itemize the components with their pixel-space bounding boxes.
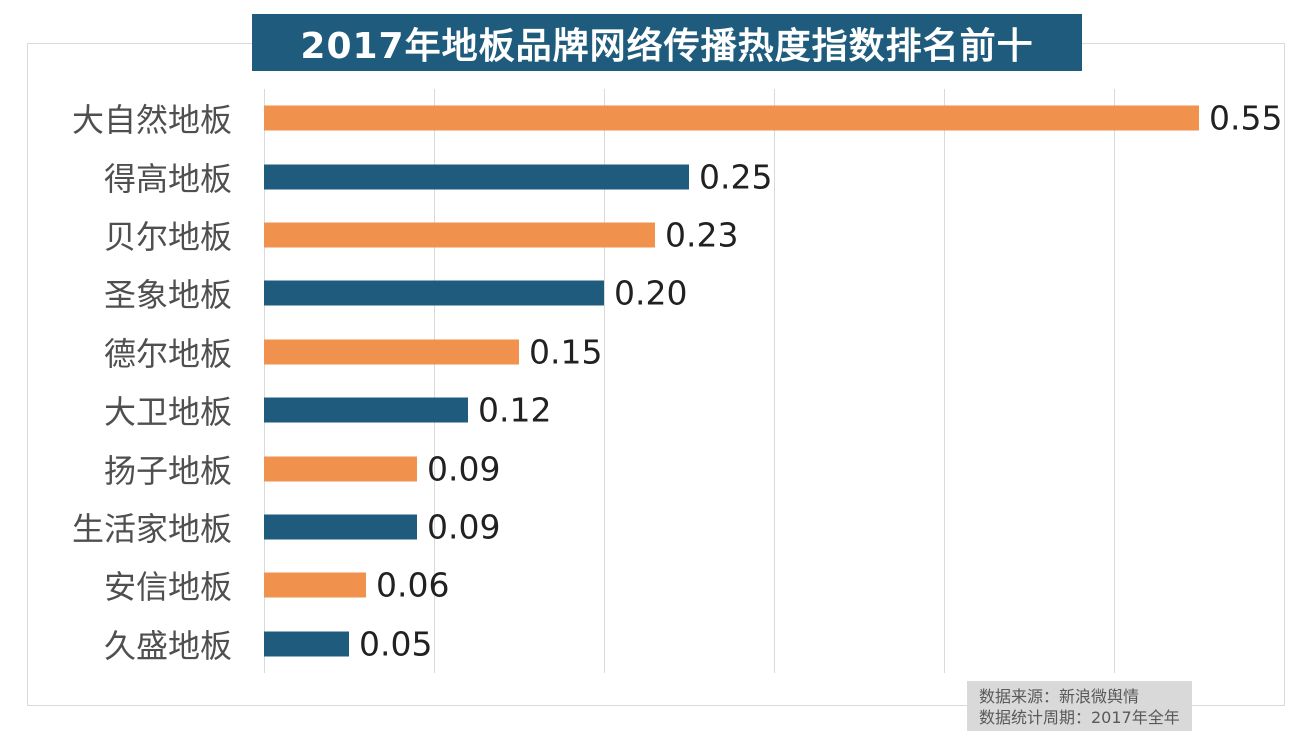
category-label: 大卫地板 — [103, 393, 232, 432]
value-label: 0.06 — [376, 565, 450, 605]
chart-title: 2017年地板品牌网络传播热度指数排名前十 — [300, 25, 1034, 67]
bar-row: 得高地板 0.25 — [0, 147, 1314, 205]
category-label: 贝尔地板 — [103, 217, 232, 256]
bar — [264, 164, 689, 190]
bar-row: 大卫地板 0.12 — [0, 381, 1314, 439]
bar-row: 贝尔地板 0.23 — [0, 206, 1314, 264]
bar-row: 圣象地板 0.20 — [0, 264, 1314, 322]
bar — [264, 222, 655, 248]
bar — [264, 397, 468, 423]
data-period-line: 数据统计周期：2017年全年 — [979, 708, 1180, 727]
bar — [264, 456, 417, 482]
gridline — [944, 89, 945, 673]
gridline — [1284, 89, 1285, 673]
category-label: 生活家地板 — [71, 509, 232, 548]
gridline — [264, 89, 265, 673]
bar-row: 大自然地板 0.55 — [0, 89, 1314, 147]
value-label: 0.55 — [1209, 98, 1283, 138]
gridline — [774, 89, 775, 673]
chart-title-banner: 2017年地板品牌网络传播热度指数排名前十 — [252, 14, 1082, 71]
value-label: 0.09 — [427, 507, 501, 547]
bar-row: 安信地板 0.06 — [0, 556, 1314, 614]
category-label: 圣象地板 — [103, 276, 232, 315]
bar — [264, 339, 519, 365]
chart-frame — [27, 43, 1285, 706]
category-label: 扬子地板 — [103, 451, 232, 490]
bar — [264, 514, 417, 540]
value-label: 0.25 — [699, 157, 773, 197]
bar — [264, 572, 366, 598]
category-label: 安信地板 — [103, 568, 232, 607]
value-label: 0.05 — [359, 624, 433, 664]
value-label: 0.20 — [614, 273, 688, 313]
data-source-line: 数据来源：新浪微舆情 — [979, 687, 1140, 706]
bar-row: 德尔地板 0.15 — [0, 323, 1314, 381]
bar — [264, 631, 349, 657]
category-label: 德尔地板 — [103, 334, 232, 373]
bar-row: 生活家地板 0.09 — [0, 498, 1314, 556]
value-label: 0.12 — [478, 390, 552, 430]
bar-rows-container: 大自然地板 0.55 得高地板 0.25 贝尔地板 0.23 圣象地板 0.20 德尔地板 0.1… — [0, 89, 1314, 673]
gridline — [604, 89, 605, 673]
gridline — [434, 89, 435, 673]
bar — [264, 280, 604, 306]
value-label: 0.09 — [427, 449, 501, 489]
value-label: 0.15 — [529, 332, 603, 372]
bar-row: 久盛地板 0.05 — [0, 615, 1314, 673]
value-label: 0.23 — [665, 215, 739, 255]
gridline — [1114, 89, 1115, 673]
category-label: 久盛地板 — [103, 626, 232, 665]
bar-row: 扬子地板 0.09 — [0, 439, 1314, 497]
source-note-box: 数据来源：新浪微舆情 数据统计周期：2017年全年 — [967, 681, 1192, 731]
bar — [264, 105, 1199, 131]
category-label: 得高地板 — [103, 159, 232, 198]
category-label: 大自然地板 — [71, 101, 232, 140]
